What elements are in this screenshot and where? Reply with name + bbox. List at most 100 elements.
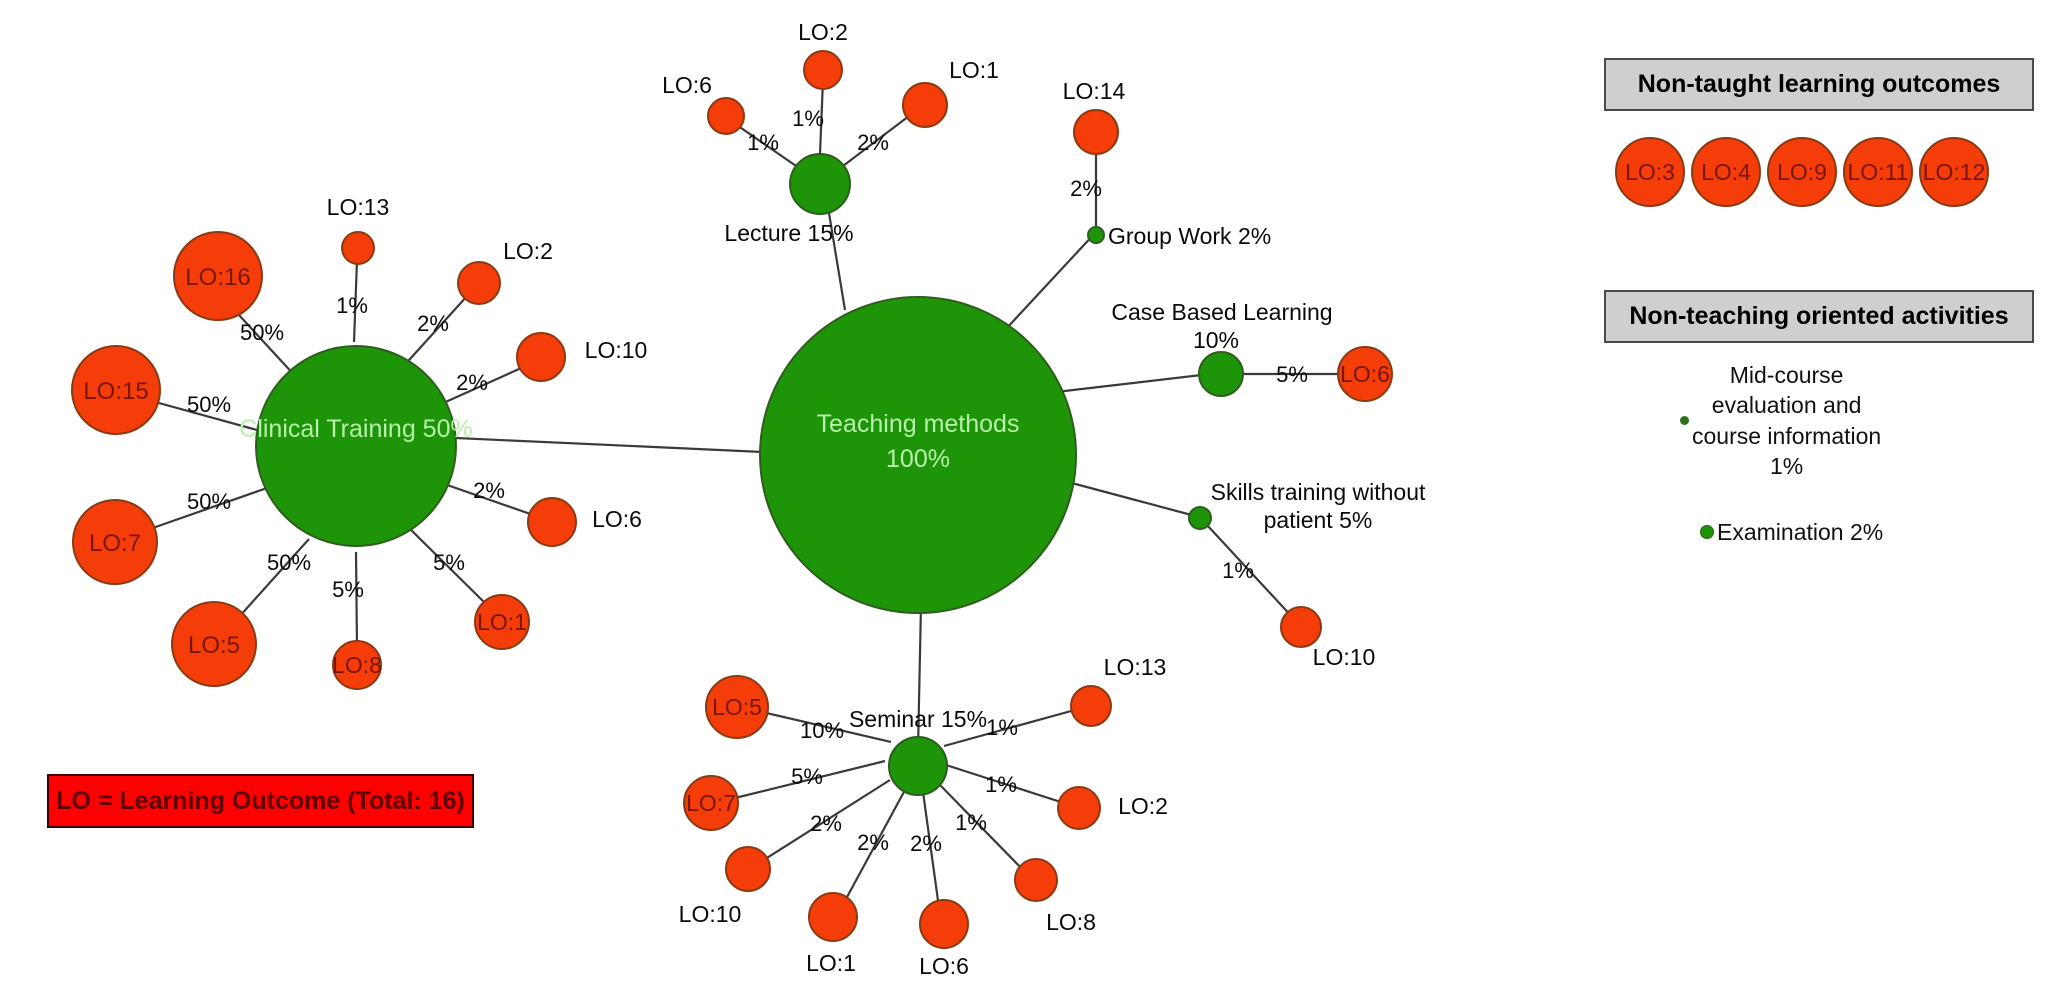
node-lec-lo1[interactable] — [902, 82, 948, 128]
edge-ct-lo5 — [229, 538, 310, 628]
node-ct-lo13[interactable] — [341, 231, 375, 265]
edge-label-ct-lo16: 50% — [240, 320, 284, 345]
edge-ct-lo2 — [399, 294, 469, 371]
node-ct-lo16[interactable] — [173, 231, 263, 321]
node-teaching-methods-label-line2: 100% — [886, 445, 950, 473]
node-sem-lo1[interactable] — [808, 892, 858, 942]
activity-examination-label: Examination 2% — [1717, 519, 1884, 545]
activity-mid-course-evaluation[interactable]: Mid-course evaluation and course informa… — [1680, 360, 1881, 481]
node-ct-lo2[interactable] — [457, 261, 501, 305]
edge-sem-lo10 — [750, 779, 891, 869]
edge-root-clinical-training — [455, 436, 764, 454]
edge-sem-lo1 — [839, 789, 906, 911]
node-lec-lo2[interactable] — [803, 50, 843, 90]
node-gw-lo14-label: LO:14 — [1063, 78, 1126, 104]
edge-lec-lo2 — [818, 79, 825, 155]
lo-chip-4[interactable]: LO:4 — [1691, 137, 1761, 207]
node-sem-lo8[interactable] — [1014, 858, 1058, 902]
node-ct-lo2-label: LO:2 — [503, 238, 553, 264]
node-sem-lo7-label: LO:7 — [686, 790, 736, 816]
node-case-based-label-line1: Case Based Learning — [1111, 299, 1332, 325]
node-lecture[interactable] — [789, 153, 851, 215]
edge-root-seminar — [916, 604, 923, 751]
node-sem-lo13[interactable] — [1070, 685, 1112, 727]
node-case-based-learning[interactable] — [1198, 351, 1244, 397]
node-skills-training[interactable] — [1188, 506, 1212, 530]
panel-non-taught-title: Non-taught learning outcomes — [1604, 58, 2034, 111]
node-gw-lo14[interactable] — [1073, 109, 1119, 155]
edge-label-cbl-lo6: 5% — [1276, 362, 1308, 387]
node-ct-lo5[interactable] — [171, 601, 257, 687]
node-sem-lo2[interactable] — [1057, 786, 1101, 830]
lo-chip-12[interactable]: LO:12 — [1919, 137, 1989, 207]
node-ct-lo1-label: LO:1 — [477, 609, 527, 635]
edge-label-sem-lo10: 2% — [810, 811, 842, 836]
node-sem-lo6[interactable] — [919, 899, 969, 949]
node-ct-lo8[interactable] — [332, 640, 382, 690]
edge-sem-lo2 — [945, 763, 1071, 807]
edge-label-ct-lo1: 5% — [433, 550, 465, 575]
edge-label-ct-lo10: 2% — [456, 370, 488, 395]
node-clinical-training-label: Clinical Training 50% — [239, 415, 472, 443]
activity-mid-course-label: Mid-course evaluation and course informa… — [1692, 360, 1881, 481]
node-seminar[interactable] — [888, 736, 948, 796]
node-clinical-training[interactable] — [255, 345, 457, 547]
node-ct-lo1[interactable] — [474, 594, 530, 650]
node-skt-lo10[interactable] — [1280, 606, 1322, 648]
node-lecture-label: Lecture 15% — [724, 220, 853, 246]
edge-label-sem-lo1: 2% — [857, 830, 889, 855]
node-skills-label-line2: patient 5% — [1264, 507, 1373, 533]
node-teaching-methods[interactable] — [759, 296, 1077, 614]
node-sem-lo10[interactable] — [725, 846, 771, 892]
edge-label-ct-lo5: 50% — [267, 550, 311, 575]
node-sem-lo10-label: LO:10 — [679, 901, 742, 927]
edge-root-skills-training — [1052, 476, 1200, 519]
node-group-work-label: Group Work 2% — [1108, 223, 1271, 249]
green-dot-icon-small — [1680, 416, 1689, 426]
panel-non-taught-outcomes: Non-taught learning outcomes LO:3 LO:4 L… — [1604, 58, 2034, 207]
green-dot-icon-medium — [1700, 525, 1714, 540]
node-sem-lo5[interactable] — [705, 675, 769, 739]
node-skt-lo10-label: LO:10 — [1313, 644, 1376, 670]
edge-label-sem-lo5: 10% — [800, 718, 844, 743]
node-ct-lo6[interactable] — [527, 497, 577, 547]
edge-label-skt-lo10: 1% — [1222, 558, 1254, 583]
node-ct-lo10[interactable] — [516, 332, 566, 382]
legend-learning-outcome: LO = Learning Outcome (Total: 16) — [47, 774, 474, 828]
node-sem-lo13-label: LO:13 — [1104, 654, 1167, 680]
lo-chip-3[interactable]: LO:3 — [1615, 137, 1685, 207]
node-ct-lo10-label: LO:10 — [585, 337, 648, 363]
node-sem-lo8-label: LO:8 — [1046, 909, 1096, 935]
lo-chip-11[interactable]: LO:11 — [1843, 137, 1913, 207]
edge-label-gw-lo14: 2% — [1070, 176, 1102, 201]
edge-label-ct-lo8: 5% — [332, 577, 364, 602]
node-cbl-lo6[interactable] — [1337, 346, 1393, 402]
non-taught-chip-row: LO:3 LO:4 LO:9 LO:11 LO:12 — [1604, 137, 2034, 207]
node-group-work[interactable] — [1087, 226, 1105, 244]
node-ct-lo15-label: LO:15 — [83, 378, 148, 405]
edge-ct-lo15 — [147, 398, 258, 432]
lo-chip-9[interactable]: LO:9 — [1767, 137, 1837, 207]
edge-ct-lo13 — [352, 259, 359, 343]
edge-label-lec-lo1: 2% — [857, 130, 889, 155]
node-ct-lo15[interactable] — [71, 345, 161, 435]
node-lec-lo6[interactable] — [707, 97, 745, 135]
node-cbl-lo6-label: LO:6 — [1340, 361, 1390, 387]
node-lec-lo1-label: LO:1 — [949, 57, 999, 83]
edge-ct-lo7 — [146, 486, 268, 532]
node-teaching-methods-label-line1: Teaching methods — [817, 410, 1020, 438]
edge-sem-lo13 — [943, 706, 1083, 748]
node-ct-lo13-label: LO:13 — [327, 194, 390, 220]
node-sem-lo7[interactable] — [683, 775, 739, 831]
edge-label-sem-lo2: 1% — [985, 772, 1017, 797]
node-ct-lo7-label: LO:7 — [89, 530, 141, 557]
activity-mid-course-line1: Mid-course — [1729, 362, 1844, 388]
edge-label-ct-lo2: 2% — [417, 311, 449, 336]
node-ct-lo6-label: LO:6 — [592, 506, 642, 532]
activity-mid-course-line2: evaluation and — [1711, 392, 1862, 419]
panel-non-teaching-activities: Non-teaching oriented activities — [1604, 290, 2034, 343]
activity-examination[interactable]: Examination 2% — [1700, 517, 1883, 547]
node-ct-lo7[interactable] — [72, 499, 158, 585]
